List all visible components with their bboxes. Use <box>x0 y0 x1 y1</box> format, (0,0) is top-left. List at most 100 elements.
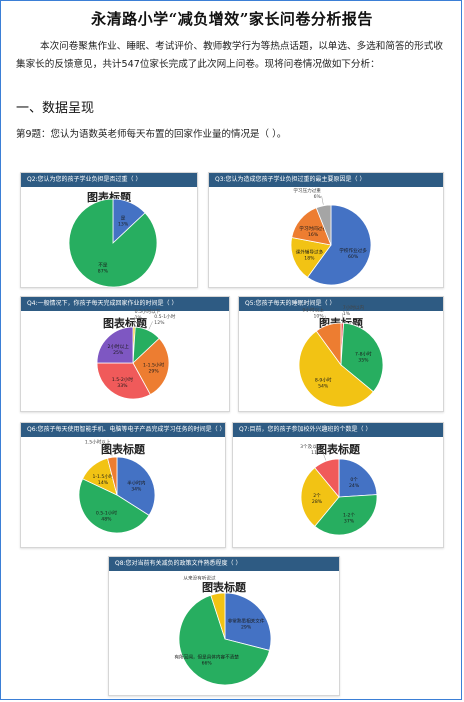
slice-label-name: 1-1.5小时 <box>143 361 164 368</box>
chart-header: Q7:目前，您的孩子参加校外兴趣班的个数是（ ） <box>233 423 443 437</box>
slice-label-name: 0.5小时以下 <box>135 308 161 315</box>
slice-label-value: 10% <box>313 314 324 320</box>
slice-label: 7-8小时 35% <box>355 350 372 363</box>
pie-slice <box>132 337 170 396</box>
pie-slice <box>315 322 342 367</box>
pie-slice <box>338 458 378 498</box>
slice-label-value: 1% <box>135 315 143 321</box>
slice-label: 1-1.5小时 14% <box>92 473 113 486</box>
slice-label-value: 28% <box>312 499 323 505</box>
slice-label: 学校作业过多 60% <box>339 247 367 260</box>
chart-header: Q6:您孩子每天使用智能手机、电脑等电子产品完成学习任务的时间是（ ） <box>21 423 225 437</box>
leader-line <box>148 321 153 330</box>
slice-label: 0个 24% <box>349 477 360 489</box>
pie-slice <box>290 237 332 278</box>
slice-label-name: 从来没有听说过 <box>183 575 216 582</box>
slice-label-name: 学习压力过重 <box>293 187 321 194</box>
slice-label-value: 54% <box>318 384 329 390</box>
slice-label: 非常熟悉相关文件 29% <box>228 618 265 631</box>
slice-label-name: 0.5-1小时 <box>154 313 175 320</box>
pie-slice <box>210 592 226 640</box>
slice-label: 0.5-1小时 48% <box>96 509 117 522</box>
slice-label: 1-1.5小时 29% <box>143 361 164 374</box>
section-heading: 一、数据呈现 <box>16 101 95 116</box>
pie-chart: 学校作业过多 60% 课外辅导过多 18% 学习时间过长 16% 学习压力过重 6% <box>290 187 372 286</box>
slice-label-name: 半小时内 <box>127 479 146 486</box>
slice-label: 学习压力过重 6% <box>293 187 321 200</box>
slice-label-name: 1-2个 <box>343 513 356 519</box>
slice-label-value: 87% <box>98 268 109 274</box>
slice-label-name: 不是 <box>98 262 108 268</box>
slice-label: 1.5-2小时 33% <box>112 376 133 389</box>
chart-header: Q5:您孩子每天的睡眠时间是（ ） <box>239 297 443 311</box>
leader-line <box>215 583 218 593</box>
slice-label-value: 48% <box>101 516 112 522</box>
slice-label: 有所耳闻，但是具体内容不清楚 66% <box>175 653 240 666</box>
pie-slice <box>96 326 134 364</box>
leader-line <box>110 447 113 457</box>
chart-card-q8: Q8:您对当前有关减负的政策文件熟悉程度（ ） 图表标题 非常熟悉相关文件 29% 有所… <box>108 556 340 696</box>
pie-slice <box>96 362 151 400</box>
slice-label-value: 34% <box>131 486 142 492</box>
pie-slice <box>315 204 332 246</box>
slice-label-name: 有所耳闻，但是具体内容不清楚 <box>175 653 240 660</box>
slice-label-name: 3个及以上 <box>300 443 322 450</box>
slice-label-value: 25% <box>113 350 124 356</box>
chart-card-q4: Q4:一般情况下，你孩子每天完成回家作业的时间是（ ）图表标题 0.5小时以下 1%… <box>20 296 230 412</box>
slice-label-value: 24% <box>349 483 360 489</box>
slice-label-name: 非常熟悉相关文件 <box>228 618 265 625</box>
slice-label-name: 0.5-1小时 <box>96 509 117 516</box>
pie-slice <box>68 198 158 288</box>
pie-slice <box>298 330 374 408</box>
chart-card-q3: Q3:您认为造成您孩子学业负担过重的最主要原因是（ ） 学校作业过多 60% 课外辅导… <box>208 172 444 288</box>
slice-label-value: 5% <box>208 582 216 588</box>
leader-line <box>322 451 327 461</box>
pie-chart: 半小时内 34% 0.5-1小时 48% 1-1.5小时 14% 1.5小时以上 4% <box>78 438 156 534</box>
slice-label-name: 1.5小时以上 <box>85 438 111 445</box>
leader-line <box>324 315 328 325</box>
pie-slice <box>300 467 340 527</box>
slice-label-value: 4% <box>103 445 111 451</box>
slice-label: 从来没有听说过 5% <box>183 575 216 588</box>
pie-chart: 是 13% 不是 87% <box>68 198 158 288</box>
pie-slice <box>314 494 378 536</box>
chart-header: Q4:一般情况下，你孩子每天完成回家作业的时间是（ ） <box>21 297 229 311</box>
pie-chart: 0个 24% 1-2个 37% 2个 28% 3个及以上 11% <box>300 443 378 536</box>
slice-label: 9小时以上 10% <box>302 307 324 320</box>
chart-title: 图表标题 <box>316 443 360 456</box>
chart-card-q7: Q7:目前，您的孩子参加校外兴趣班的个数是（ ） 图表标题 0个 24% 1-2个 37%… <box>232 422 444 548</box>
slice-label-value: 6% <box>314 194 322 200</box>
slice-label-value: 29% <box>241 625 252 631</box>
slice-label-value: 33% <box>117 383 128 389</box>
chart-header: Q8:您对当前有关减负的政策文件熟悉程度（ ） <box>109 557 339 571</box>
slice-label-value: 60% <box>348 254 359 260</box>
slice-label: 1.5小时以上 4% <box>85 438 111 451</box>
slice-label: 3个及以上 11% <box>300 443 322 456</box>
slice-label-name: 课外辅导过多 <box>296 249 324 256</box>
pie-slice <box>224 592 272 651</box>
slice-label-name: 2个 <box>313 493 321 499</box>
slice-label: 是 13% <box>118 216 129 228</box>
question-line: 第9题：您认为语数英老师每天布置的回家作业量的情况是（ ）。 <box>16 129 287 140</box>
slice-label: 0.5小时以下 1% <box>135 308 161 321</box>
pie-slice <box>178 594 271 686</box>
chart-title: 图表标题 <box>101 443 145 456</box>
slice-label-value: 37% <box>344 519 355 525</box>
slice-label: 不是 87% <box>98 262 109 274</box>
slice-label: 8-9小时 54% <box>315 377 332 390</box>
slice-label-value: 11% <box>311 450 322 456</box>
chart-card-q6: Q6:您孩子每天使用智能手机、电脑等电子产品完成学习任务的时间是（ ） 图表标题半… <box>20 422 226 548</box>
slice-label-value: 16% <box>308 232 319 238</box>
slice-label: 半小时内 34% <box>127 479 146 492</box>
slice-label-value: 35% <box>358 357 369 363</box>
slice-label-name: 0个 <box>350 477 358 483</box>
slice-label-value: 29% <box>148 368 159 374</box>
slice-label-name: 8-9小时 <box>315 377 332 384</box>
slice-label: 学习时间过长 16% <box>299 225 327 238</box>
slice-label-name: 学习时间过长 <box>299 225 327 232</box>
slice-label-value: 14% <box>98 480 109 486</box>
slice-label-name: 2小时以上 <box>108 343 130 350</box>
slice-label: 0.5-1小时 12% <box>154 313 175 326</box>
pie-slice <box>107 456 118 496</box>
slice-label-value: 66% <box>202 660 213 666</box>
